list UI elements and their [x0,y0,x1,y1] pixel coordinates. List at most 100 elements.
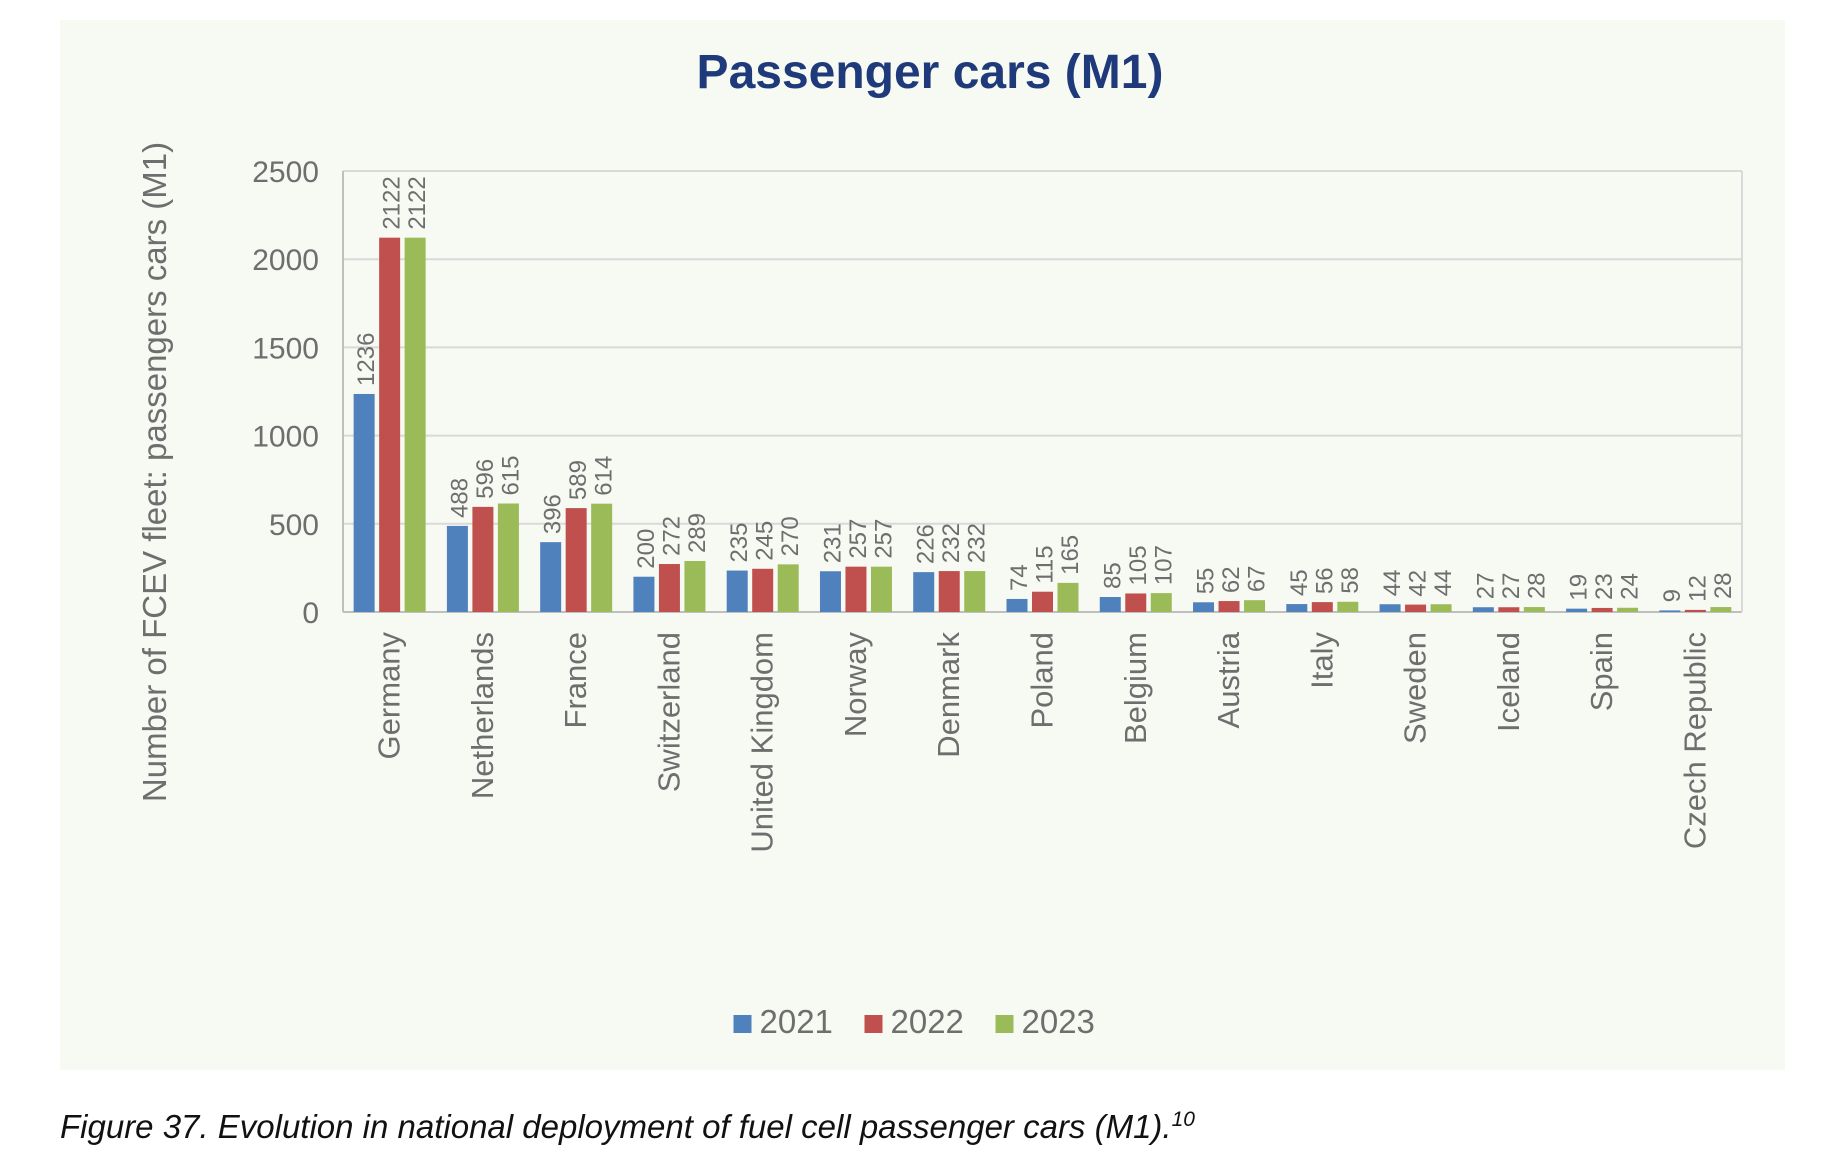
data-label: 115 [1032,545,1059,583]
x-tick-label: Belgium [1118,632,1153,744]
data-label: 226 [913,524,940,564]
data-label: 44 [1379,570,1406,597]
legend-swatch [733,1015,752,1033]
bar [658,564,680,612]
x-axis-ticks: Germany Netherlands France Switzerland Unite… [372,631,1713,852]
data-label: 257 [870,519,897,559]
data-label: 596 [472,459,499,499]
data-label: 62 [1218,566,1245,593]
chart-title: Passenger cars (M1) [697,46,1164,99]
bar [1498,607,1520,612]
data-label: 28 [1523,572,1550,599]
bar [1057,582,1079,612]
data-label: 12 [1684,575,1711,602]
bar [1379,604,1401,612]
bar [684,561,706,612]
bar [1617,607,1639,612]
x-tick-label: Spain [1584,632,1619,711]
legend-label: 2021 [760,1003,833,1040]
data-label: 232 [964,523,991,563]
bar [1099,597,1121,612]
data-label: 235 [726,522,753,562]
data-label: 58 [1337,567,1364,594]
y-tick-label: 2000 [252,244,319,277]
data-label: 23 [1591,573,1618,600]
legend-label: 2022 [891,1003,964,1040]
figure-caption-text: Figure 37. Evolution in national deploym… [60,1108,1172,1145]
data-label: 272 [658,516,685,556]
legend: 2021 2022 2023 [733,1003,1095,1040]
data-label: 488 [446,478,473,518]
data-label: 74 [1006,564,1033,591]
data-label: 200 [633,529,660,569]
x-tick-label: France [558,632,593,728]
y-axis-ticks: 0 500 1000 1500 2000 2500 [252,156,319,630]
data-label: 232 [938,523,965,563]
data-label: 396 [540,494,567,534]
bar [1193,602,1215,612]
data-label: 589 [565,460,592,500]
bar [1710,607,1732,612]
bar [1125,593,1147,612]
data-label: 270 [777,516,804,556]
bar [1032,591,1053,612]
bar [353,393,375,612]
x-tick-label: Sweden [1398,632,1433,744]
bar [1218,601,1240,612]
data-label: 289 [684,513,711,553]
data-label: 2122 [379,176,406,229]
legend-swatch [995,1015,1014,1033]
bar [565,508,587,612]
data-label: 28 [1710,572,1737,599]
bar [913,572,935,612]
bar [938,571,960,612]
footnote-reference: 10 [1171,1108,1195,1131]
data-label: 24 [1617,573,1644,600]
data-label: 231 [819,523,846,563]
x-tick-label: United Kingdom [745,632,780,853]
x-tick-label: Germany [372,632,407,760]
bar [379,237,401,612]
legend-label: 2023 [1022,1003,1095,1040]
bar [1337,601,1359,612]
data-label: 56 [1311,567,1338,594]
bar [870,566,892,612]
bar [472,506,494,612]
data-label: 615 [497,455,524,495]
data-label: 1236 [353,333,380,386]
bar [1244,600,1266,612]
bar [446,525,468,612]
data-label: 107 [1150,545,1177,585]
x-tick-label: Italy [1304,632,1339,689]
data-label: 42 [1405,570,1432,597]
data-label: 257 [845,519,872,559]
bar [1659,610,1681,612]
x-tick-label: Denmark [931,632,966,758]
y-tick-label: 0 [302,597,319,630]
bar [1311,602,1333,612]
data-label: 67 [1244,565,1271,592]
y-axis-label: Number of FCEV fleet: passengers cars (M… [136,142,173,802]
bar [819,571,841,612]
data-label: 614 [591,456,618,496]
bar [1591,607,1613,612]
data-label: 27 [1498,573,1525,600]
chart-panel: Passenger cars (M1) Number of FCEV fleet… [60,20,1785,1070]
x-tick-label: Austria [1211,631,1246,728]
bar [964,571,986,612]
data-label: 245 [752,521,779,561]
bar [1523,607,1545,612]
x-tick-label: Poland [1025,632,1060,729]
bar [1150,593,1172,612]
bar [726,570,748,612]
bar [1472,607,1494,612]
bar [1566,608,1588,612]
x-tick-label: Switzerland [651,632,686,792]
data-label: 2122 [404,176,431,229]
bar [1430,604,1452,612]
data-label: 85 [1099,562,1126,589]
bar [1286,604,1308,612]
data-label: 19 [1566,574,1593,601]
data-label: 105 [1125,545,1152,585]
